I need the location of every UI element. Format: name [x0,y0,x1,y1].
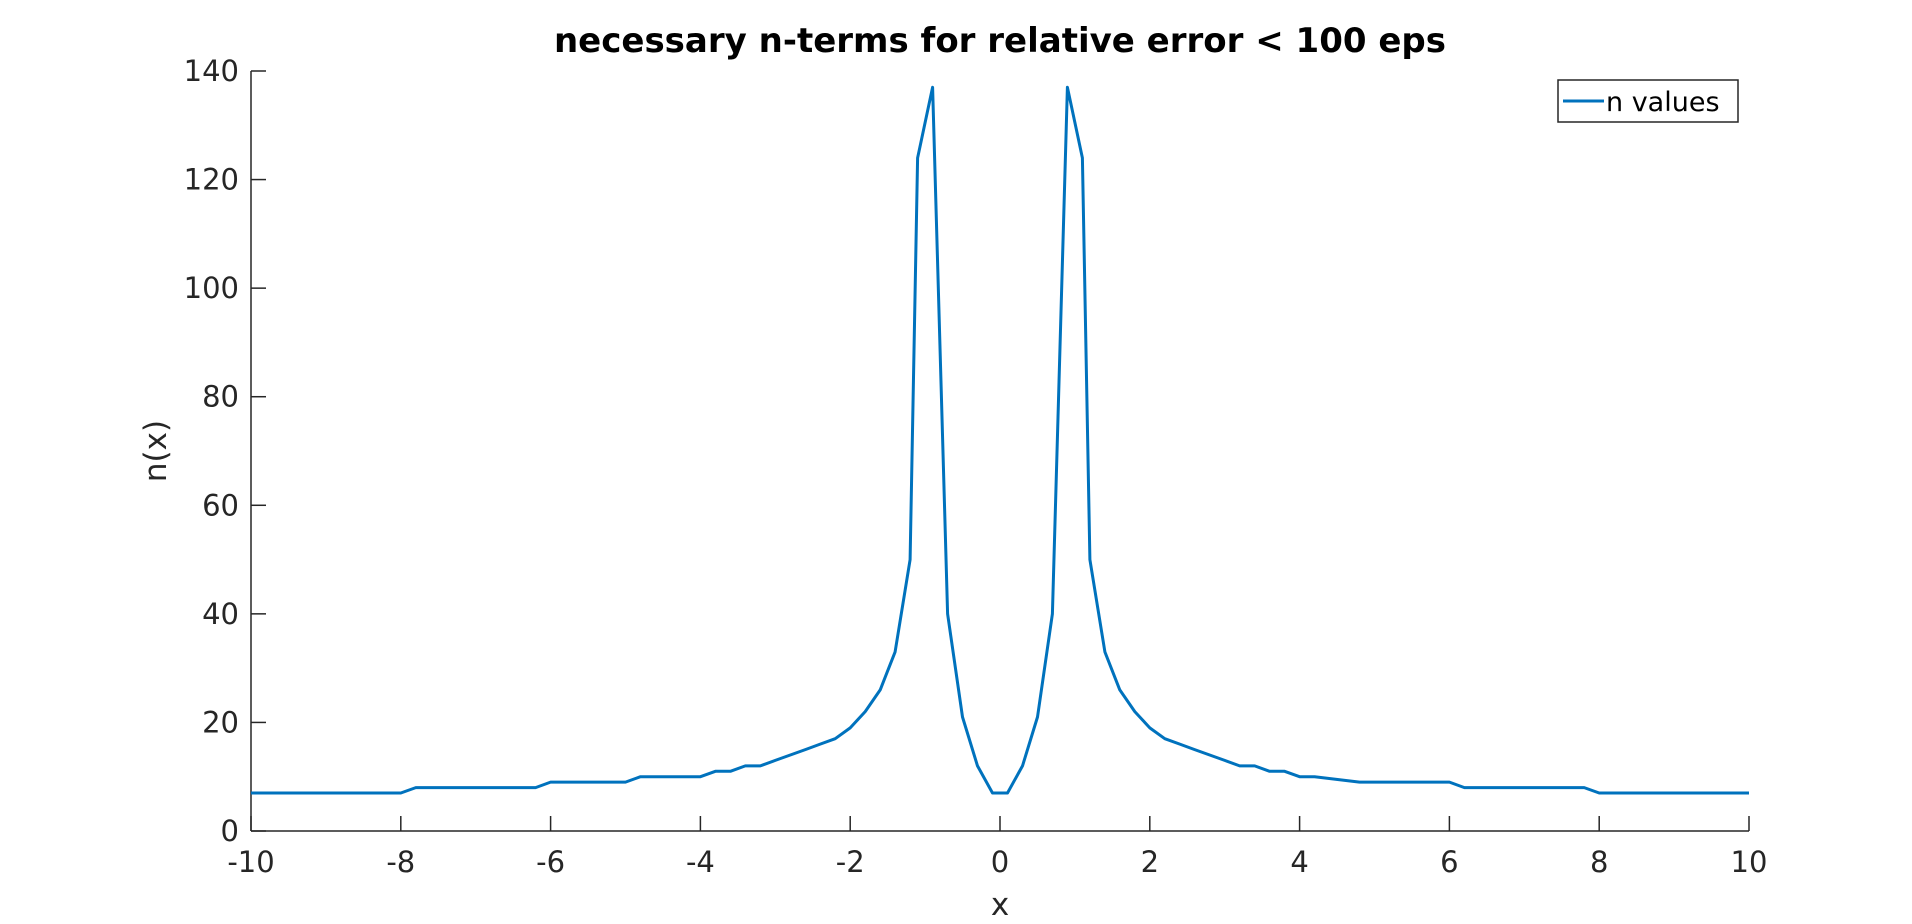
x-tick-label: 6 [1440,845,1458,879]
x-tick-label: 0 [991,845,1009,879]
x-tick-label: 4 [1290,845,1308,879]
x-tick-label: -6 [536,845,565,879]
y-axis-label: n(x) [138,420,174,482]
y-tick-label: 140 [184,54,239,88]
chart-title: necessary n-terms for relative error < 1… [554,21,1446,61]
legend-label-n-values: n values [1606,87,1720,118]
y-tick-label: 20 [202,705,239,739]
y-tick-label: 0 [221,814,239,848]
y-tick-label: 60 [202,488,239,522]
x-tick-label: 10 [1731,845,1768,879]
x-tick-label: -2 [836,845,865,879]
y-tick-label: 100 [184,271,239,305]
x-tick-label: 2 [1141,845,1159,879]
y-tick-label: 80 [202,380,239,414]
x-tick-label: -4 [686,845,715,879]
y-tick-label: 40 [202,597,239,631]
x-tick-label: 8 [1590,845,1608,879]
series-line-n-values [251,85,1749,795]
y-tick-label: 120 [184,163,239,197]
legend: n values [1557,79,1739,123]
x-axis-label: x [991,887,1009,923]
x-tick-label: -10 [227,845,274,879]
plot-area [251,85,1749,795]
x-tick-label: -8 [386,845,415,879]
